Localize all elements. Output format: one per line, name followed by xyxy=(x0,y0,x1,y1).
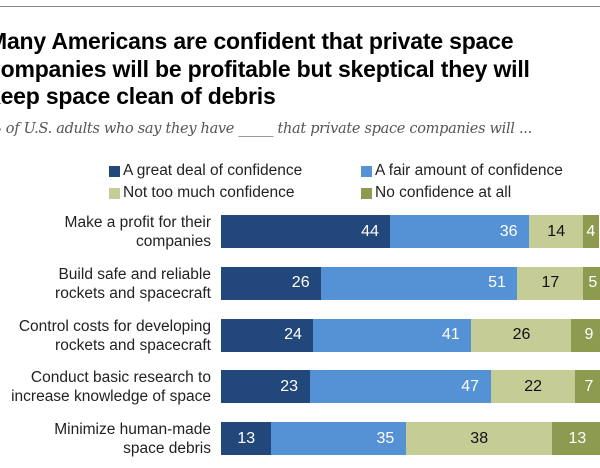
bar-segment: 26 xyxy=(221,266,322,300)
legend-label: A great deal of confidence xyxy=(123,162,303,179)
bar-segment: 51 xyxy=(321,266,518,300)
category-label: Minimize human-made space debris xyxy=(54,421,211,458)
legend-item: A great deal of confidence xyxy=(109,162,302,180)
data-label: 5 xyxy=(588,274,598,292)
data-label: 35 xyxy=(376,429,395,447)
stacked-bar: 13 35 38 13 xyxy=(221,422,600,456)
legend-swatch xyxy=(109,187,120,199)
data-label: 9 xyxy=(584,326,594,344)
data-label: 44 xyxy=(361,222,379,240)
category-label: Build safe and reliable rockets and space… xyxy=(55,265,211,302)
category-label: Make a profit for their companies xyxy=(64,214,211,250)
bar-segment: 24 xyxy=(221,318,314,352)
data-label: 41 xyxy=(441,326,460,344)
bar-segment: 4 xyxy=(582,215,599,248)
data-label: 22 xyxy=(524,377,542,395)
chart-title: Many Americans are confident that privat… xyxy=(0,28,530,111)
bar-segment: 13 xyxy=(221,422,272,456)
data-label: 38 xyxy=(470,429,489,447)
data-label: 14 xyxy=(547,222,566,240)
top-rule xyxy=(0,6,600,7)
bar-segment: 17 xyxy=(517,266,584,300)
stacked-bar: 44 36 14 4 xyxy=(221,215,600,248)
legend-swatch xyxy=(361,187,372,199)
bar-segment: 41 xyxy=(313,318,472,352)
bar-segment: 5 xyxy=(582,266,600,300)
legend-item: No confidence at all xyxy=(361,184,511,202)
bar-segment: 7 xyxy=(575,370,600,404)
bar-segment: 9 xyxy=(571,318,600,352)
category-label: Conduct basic research to increase knowle… xyxy=(11,369,211,406)
legend-label: Not too much confidence xyxy=(123,184,295,201)
bar-segment: 22 xyxy=(490,370,576,404)
title-line: Many Americans are confident that privat… xyxy=(0,28,514,54)
legend-item: A fair amount of confidence xyxy=(361,162,563,180)
title-line: keep space clean of debris xyxy=(0,83,276,109)
bar-segment: 35 xyxy=(271,422,407,456)
bar-segment: 23 xyxy=(221,370,311,404)
data-label: 23 xyxy=(280,377,299,395)
data-label: 13 xyxy=(568,429,587,447)
data-label: 4 xyxy=(586,222,596,240)
data-label: 51 xyxy=(488,274,506,292)
legend-swatch xyxy=(361,165,372,177)
stacked-bar: 24 41 26 9 xyxy=(221,318,600,352)
data-label: 24 xyxy=(284,326,302,344)
bar-segment: 38 xyxy=(405,422,553,456)
stacked-bar: 26 51 17 5 xyxy=(221,266,600,300)
category-label: Control costs for developing rockets and … xyxy=(18,317,211,354)
bar-segment: 13 xyxy=(552,422,600,456)
legend-label: No confidence at all xyxy=(375,184,512,201)
data-label: 26 xyxy=(291,274,310,292)
bar-segment: 47 xyxy=(309,370,491,404)
chart-subtitle: % of U.S. adults who say they have _____… xyxy=(0,121,532,137)
data-label: 36 xyxy=(499,222,518,240)
title-line: companies will be profitable but skeptic… xyxy=(0,55,530,82)
data-label: 13 xyxy=(237,429,256,447)
bar-segment: 26 xyxy=(471,318,572,352)
data-label: 17 xyxy=(541,274,560,292)
legend-item: Not too much confidence xyxy=(109,184,294,202)
stacked-bar: 23 47 22 7 xyxy=(221,370,600,404)
data-label: 7 xyxy=(584,377,594,395)
data-label: 47 xyxy=(461,377,479,395)
legend-swatch xyxy=(109,165,120,177)
bar-segment: 36 xyxy=(390,215,530,248)
legend-label: A fair amount of confidence xyxy=(375,162,563,179)
data-label: 26 xyxy=(512,326,531,344)
bar-segment: 44 xyxy=(221,215,391,248)
bar-segment: 14 xyxy=(529,215,584,248)
